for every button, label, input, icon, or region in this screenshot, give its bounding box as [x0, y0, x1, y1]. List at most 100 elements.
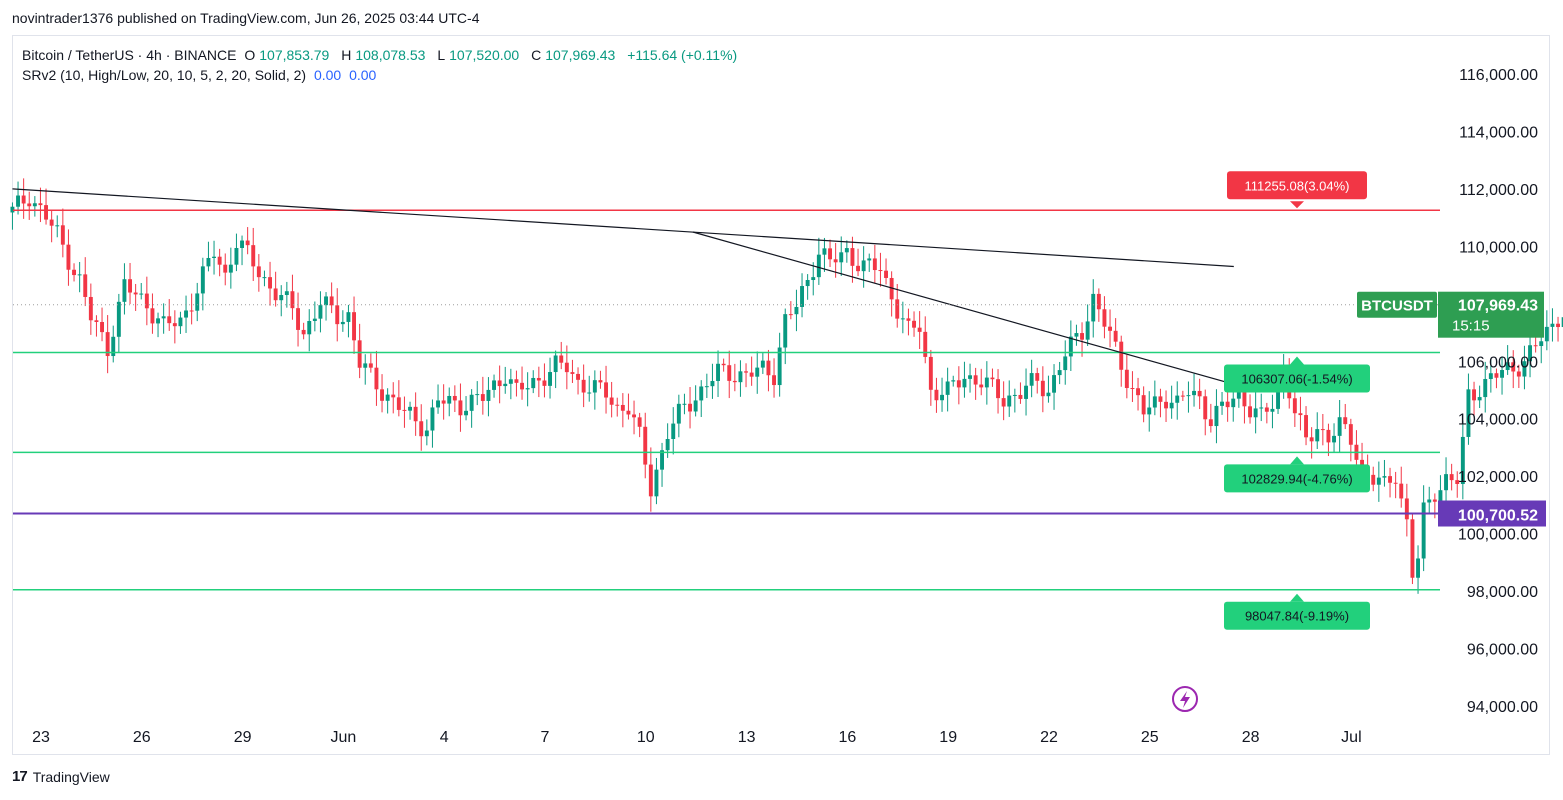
candle-body [116, 301, 121, 337]
candle-body [167, 316, 172, 324]
candle-body [1488, 373, 1493, 379]
candle-body [139, 293, 144, 295]
candle-body [548, 372, 552, 386]
candle-body [464, 410, 468, 416]
candle-body [1068, 336, 1073, 357]
lightning-icon[interactable] [1172, 686, 1198, 712]
level-label-text: 102829.94(-4.76%) [1241, 471, 1352, 486]
candle-body [1164, 401, 1168, 409]
candle-body [979, 384, 984, 388]
candle-body [441, 400, 446, 404]
candle-body [1208, 419, 1213, 427]
tradingview-logo[interactable]: 17 TradingView [12, 768, 110, 785]
level-label-text: 111255.08(3.04%) [1244, 178, 1349, 193]
candle-body [1248, 406, 1252, 418]
candle-body [1024, 385, 1028, 399]
candle-body [1180, 395, 1185, 397]
candle-body [223, 264, 228, 273]
candle-body [912, 320, 916, 328]
tradingview-logo-icon: 17 [12, 768, 28, 785]
candle-body [105, 332, 110, 357]
chart-pane[interactable] [12, 35, 1550, 755]
x-tick-label: 28 [1242, 729, 1260, 746]
candle-body [682, 403, 687, 405]
last-price-tag-text: 107,969.43 [1458, 298, 1538, 315]
candle-body [1444, 474, 1448, 491]
candle-body [844, 248, 849, 253]
candle-body [77, 274, 82, 276]
candle-body [615, 404, 620, 406]
candle-body [783, 314, 788, 348]
x-tick-label: 10 [637, 729, 655, 746]
ticker-tag-text: BTCUSDT [1361, 298, 1433, 315]
candle-body [811, 277, 816, 281]
candle-body [1472, 389, 1476, 401]
indicator-title[interactable]: SRv2 (10, High/Low, 20, 10, 5, 2, 20, So… [22, 67, 307, 83]
candle-body [195, 293, 200, 311]
y-tick-label: 116,000.00 [1459, 67, 1538, 84]
candle-body [391, 394, 396, 398]
candle-body [508, 379, 513, 384]
candle-body [777, 347, 782, 386]
symbol-title[interactable]: Bitcoin / TetherUS · 4h · BINANCE [22, 47, 237, 63]
candle-body [1276, 381, 1280, 409]
candle-body [290, 291, 295, 309]
candle-body [133, 292, 138, 295]
published-by-line: novintrader1376 published on TradingView… [12, 10, 480, 26]
ticker-tag [1357, 291, 1437, 318]
candle-body [228, 264, 233, 273]
candle-body [189, 310, 194, 312]
candle-body [1393, 482, 1398, 484]
candle-body [889, 277, 894, 300]
candle-body [1550, 323, 1555, 327]
candle-body [660, 450, 664, 470]
candle-body [1494, 373, 1499, 378]
candle-body [1427, 499, 1432, 503]
candle-body [1035, 373, 1040, 381]
y-tick-label: 98,000.00 [1467, 584, 1538, 601]
candle-body [1320, 429, 1325, 431]
candle-body [794, 306, 799, 315]
indicator-value-1: 0.00 [313, 67, 342, 83]
x-tick-label: Jun [331, 729, 357, 746]
purple-price-tag-text: 100,700.52 [1458, 508, 1538, 525]
candle-body [1001, 398, 1006, 407]
y-tick-label: 114,000.00 [1459, 124, 1538, 141]
level-label-box [1224, 364, 1370, 393]
candle-body [1096, 293, 1101, 310]
candle-body [559, 355, 564, 363]
candle-body [1388, 476, 1392, 483]
candle-body [620, 404, 625, 411]
candle-body [1404, 498, 1409, 520]
candle-body [1298, 413, 1303, 416]
candle-body [520, 382, 524, 390]
candle-body [380, 389, 384, 401]
candle-body [32, 203, 37, 207]
candle-body [469, 394, 474, 411]
candle-body [245, 240, 250, 246]
x-tick-label: 26 [133, 729, 151, 746]
candle-body [861, 260, 866, 272]
candle-body [1029, 373, 1034, 386]
candle-body [716, 363, 720, 381]
candle-body [1052, 375, 1056, 393]
candle-body [16, 195, 20, 207]
x-tick-label: 25 [1141, 729, 1159, 746]
candle-body [413, 406, 418, 422]
candle-body [654, 469, 659, 497]
candle-body [503, 383, 508, 387]
candle-body [1236, 388, 1241, 399]
candle-body [1343, 417, 1348, 425]
candle-body [100, 321, 104, 333]
candle-body [564, 362, 569, 373]
y-tick-label: 106,000.00 [1458, 354, 1538, 371]
candle-body [1528, 345, 1532, 362]
candle-body [49, 219, 54, 226]
candle-body [704, 386, 709, 388]
candle-body [475, 394, 480, 396]
candle-body [1505, 362, 1510, 371]
x-tick-label: Jul [1341, 729, 1361, 746]
candle-body [1500, 370, 1504, 378]
candle-body [1169, 402, 1174, 409]
